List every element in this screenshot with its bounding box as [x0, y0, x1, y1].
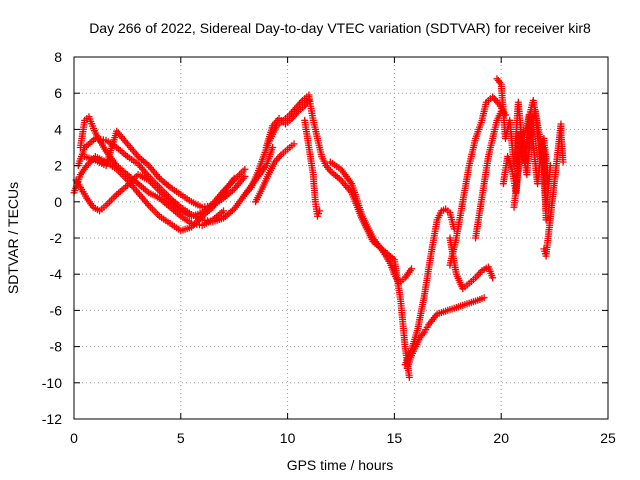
data-point: [241, 165, 249, 173]
data-point: [559, 158, 567, 166]
y-tick-label: 2: [54, 158, 62, 174]
x-tick-label: 5: [177, 430, 185, 446]
series-night-drop: [305, 93, 413, 381]
series-morning-rise-2: [472, 107, 505, 242]
y-tick-label: -2: [50, 230, 63, 246]
data-point: [405, 373, 413, 381]
data-point: [290, 140, 298, 148]
x-axis-label: GPS time / hours: [287, 457, 394, 473]
y-tick-label: 0: [54, 194, 62, 210]
data-point: [407, 265, 415, 273]
series-morning-rise: [446, 93, 509, 269]
x-tick-label: 25: [600, 430, 616, 446]
y-tick-label: -10: [42, 375, 62, 391]
y-tick-label: -4: [50, 266, 63, 282]
data-point: [489, 274, 497, 282]
x-tick-label: 0: [70, 430, 78, 446]
data-point: [220, 207, 228, 215]
series-arc-d: [76, 113, 228, 229]
data-point: [316, 207, 324, 215]
data-point: [546, 162, 554, 170]
data-point: [542, 216, 550, 224]
x-tick-labels: 0 5 10 15 20 25: [70, 430, 616, 446]
data-points: [70, 75, 567, 381]
x-tick-label: 15: [387, 430, 403, 446]
y-tick-label: 4: [54, 121, 62, 137]
chart-title: Day 266 of 2022, Sidereal Day-to-day VTE…: [89, 20, 591, 36]
series-night-drop-3: [326, 158, 415, 287]
y-tick-label: -6: [50, 302, 63, 318]
y-tick-label: -8: [50, 339, 63, 355]
data-point: [241, 172, 249, 180]
grid-lines: [74, 57, 608, 419]
series-late-outliers: [540, 120, 567, 260]
data-point: [480, 294, 488, 302]
series-arc-e: [81, 127, 249, 211]
y-tick-label: -12: [42, 411, 62, 427]
series-night-drop-2: [301, 116, 324, 220]
x-tick-label: 20: [493, 430, 509, 446]
axis-ticks: [73, 56, 609, 420]
series-recovery: [403, 294, 488, 372]
x-tick-label: 10: [280, 430, 296, 446]
y-axis-label: SDTVAR / TECUs: [5, 182, 21, 294]
y-tick-label: 6: [54, 85, 62, 101]
y-tick-label: 8: [54, 49, 62, 65]
y-tick-labels: -12 -10 -8 -6 -4 -2 0 2 4 6 8: [42, 49, 62, 427]
series-evening-rise-2: [252, 140, 298, 206]
series-recovery-2: [401, 205, 458, 369]
series-late-scatter-3: [510, 96, 550, 224]
